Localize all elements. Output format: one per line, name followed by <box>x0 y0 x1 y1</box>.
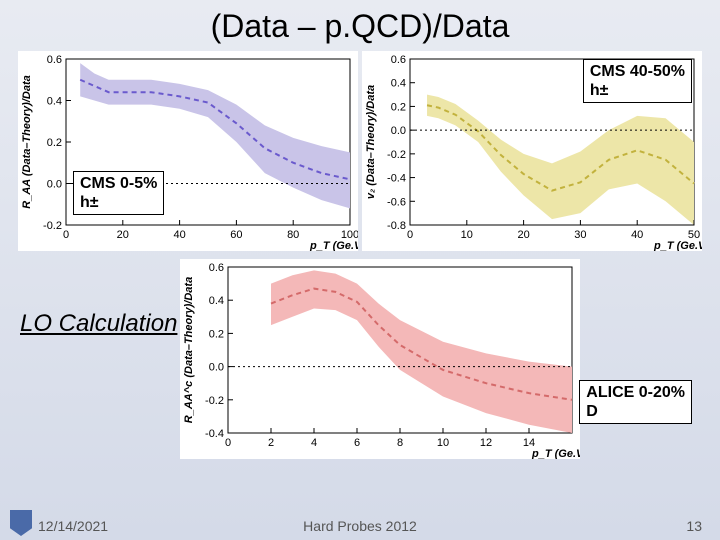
chart-cms-0-5: -0.20.00.20.40.6020406080100p_T (Ge.V/c)… <box>18 51 358 251</box>
svg-text:0.2: 0.2 <box>209 328 224 340</box>
top-chart-row: -0.20.00.20.40.6020406080100p_T (Ge.V/c)… <box>0 51 720 251</box>
footer-date: 12/14/2021 <box>38 518 108 534</box>
svg-text:-0.4: -0.4 <box>387 173 406 185</box>
svg-text:4: 4 <box>311 437 317 449</box>
chart-b-label: ALICE 0-20% D <box>579 380 692 424</box>
svg-text:0.0: 0.0 <box>391 125 406 137</box>
chart-tr-label-line2: h± <box>590 82 609 99</box>
svg-text:0.6: 0.6 <box>391 54 406 66</box>
footer-page: 13 <box>686 518 702 534</box>
svg-text:-0.2: -0.2 <box>43 220 62 232</box>
chart-tl-label-line1: CMS 0-5% <box>80 175 157 192</box>
svg-text:8: 8 <box>397 437 403 449</box>
svg-text:80: 80 <box>287 229 299 241</box>
svg-text:0.6: 0.6 <box>209 262 224 274</box>
lo-calculation-label: LO Calculation <box>20 310 177 338</box>
svg-text:12: 12 <box>480 437 492 449</box>
svg-text:p_T (Ge.V/c): p_T (Ge.V/c) <box>531 448 580 459</box>
svg-text:6: 6 <box>354 437 360 449</box>
svg-text:40: 40 <box>173 229 185 241</box>
svg-text:v₂ (Data–Theory)/Data: v₂ (Data–Theory)/Data <box>365 85 377 199</box>
svg-text:R_AA^c (Data–Theory)/Data: R_AA^c (Data–Theory)/Data <box>183 277 195 423</box>
svg-text:20: 20 <box>117 229 129 241</box>
crest-icon <box>10 510 32 536</box>
svg-text:p_T (Ge.V/c): p_T (Ge.V/c) <box>653 240 702 251</box>
svg-text:0.2: 0.2 <box>47 137 62 149</box>
chart-b-label-line1: ALICE 0-20% <box>586 384 685 401</box>
svg-text:0.4: 0.4 <box>209 295 224 307</box>
svg-text:0.0: 0.0 <box>47 179 62 191</box>
svg-text:0.6: 0.6 <box>47 54 62 66</box>
svg-text:10: 10 <box>437 437 449 449</box>
chart-alice-0-20: -0.4-0.20.00.20.40.602468101214p_T (Ge.V… <box>180 259 580 459</box>
svg-text:10: 10 <box>461 229 473 241</box>
svg-text:0.2: 0.2 <box>391 101 406 113</box>
chart-alice-0-20-svg: -0.4-0.20.00.20.40.602468101214p_T (Ge.V… <box>180 259 580 459</box>
svg-text:-0.2: -0.2 <box>387 149 406 161</box>
chart-tr-label-line1: CMS 40-50% <box>590 63 685 80</box>
svg-text:-0.4: -0.4 <box>205 428 224 440</box>
chart-cms-0-5-svg: -0.20.00.20.40.6020406080100p_T (Ge.V/c)… <box>18 51 358 251</box>
svg-text:-0.2: -0.2 <box>205 395 224 407</box>
chart-tl-label: CMS 0-5% h± <box>73 171 164 215</box>
svg-text:60: 60 <box>230 229 242 241</box>
svg-text:0.4: 0.4 <box>47 96 62 108</box>
footer-venue: Hard Probes 2012 <box>303 518 417 534</box>
svg-text:-0.6: -0.6 <box>387 196 406 208</box>
slide-title: (Data – p.QCD)/Data <box>0 0 720 45</box>
chart-cms-40-50: -0.8-0.6-0.4-0.20.00.20.40.601020304050p… <box>362 51 702 251</box>
svg-text:20: 20 <box>517 229 529 241</box>
svg-text:40: 40 <box>631 229 643 241</box>
svg-text:p_T (Ge.V/c): p_T (Ge.V/c) <box>309 240 358 251</box>
svg-text:0: 0 <box>225 437 231 449</box>
svg-text:0.0: 0.0 <box>209 362 224 374</box>
svg-text:R_AA (Data–Theory)/Data: R_AA (Data–Theory)/Data <box>21 75 33 208</box>
svg-text:0.4: 0.4 <box>391 78 406 90</box>
svg-text:0: 0 <box>63 229 69 241</box>
svg-text:-0.8: -0.8 <box>387 220 406 232</box>
svg-text:2: 2 <box>268 437 274 449</box>
chart-b-label-line2: D <box>586 403 598 420</box>
svg-text:0: 0 <box>407 229 413 241</box>
chart-tr-label: CMS 40-50% h± <box>583 59 692 103</box>
svg-text:30: 30 <box>574 229 586 241</box>
chart-tl-label-line2: h± <box>80 194 99 211</box>
